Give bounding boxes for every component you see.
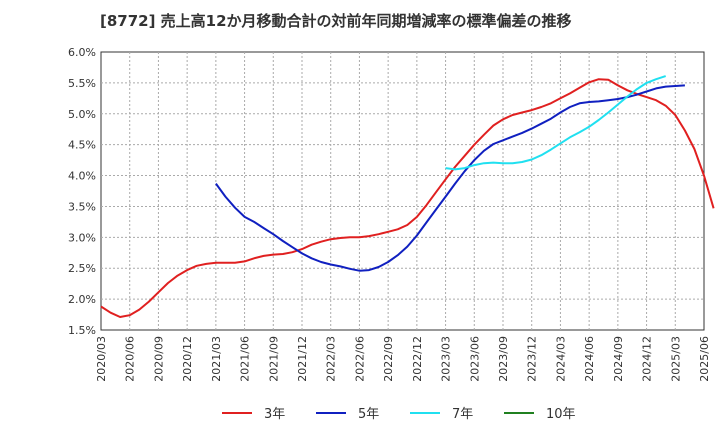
- x-tick-label: 2020/09: [152, 336, 165, 382]
- x-tick-label: 2024/03: [554, 336, 567, 382]
- legend-label-3: 10年: [546, 407, 576, 422]
- x-tick-label: 2022/03: [325, 336, 338, 382]
- series-line-0: [100, 78, 715, 318]
- x-tick-label: 2022/06: [353, 336, 366, 382]
- x-tick-label: 2020/03: [95, 336, 108, 382]
- legend-label-2: 7年: [452, 407, 473, 422]
- x-tick-label: 2023/03: [440, 336, 453, 382]
- x-tick-label: 2020/12: [181, 336, 194, 382]
- y-tick-label: 3.0%: [68, 231, 96, 244]
- series-line-1: [215, 84, 685, 272]
- x-tick-label: 2025/03: [669, 336, 682, 382]
- x-tick-label: 2020/06: [124, 336, 137, 382]
- x-tick-label: 2024/06: [583, 336, 596, 382]
- y-tick-label: 5.0%: [68, 108, 96, 121]
- y-tick-label: 3.5%: [68, 200, 96, 213]
- y-tick-label: 6.0%: [68, 46, 96, 59]
- legend-label-1: 5年: [358, 407, 379, 422]
- y-tick-label: 4.0%: [68, 170, 96, 183]
- chart-title: [8772] 売上高12か月移動合計の対前年同期増減率の標準偏差の推移: [100, 12, 572, 30]
- x-tick-label: 2023/12: [526, 336, 539, 382]
- plot-area: [100, 51, 705, 331]
- y-axis-ticks: 6.0% 5.5% 5.0% 4.5% 4.0% 3.5% 3.0% 2.5% 2.0% 1.5%: [68, 46, 96, 337]
- series-lines: [100, 75, 715, 318]
- plot-frame: [100, 51, 705, 331]
- y-tick-label: 5.5%: [68, 77, 96, 90]
- x-tick-label: 2022/12: [411, 336, 424, 382]
- x-tick-label: 2022/09: [382, 336, 395, 382]
- x-tick-label: 2021/09: [267, 336, 280, 382]
- series-line-2: [445, 75, 667, 171]
- x-tick-label: 2021/06: [239, 336, 252, 382]
- y-tick-label: 2.5%: [68, 262, 96, 275]
- x-tick-label: 2021/03: [210, 336, 223, 382]
- y-tick-label: 1.5%: [68, 324, 96, 337]
- x-tick-label: 2021/12: [296, 336, 309, 382]
- x-tick-label: 2024/12: [641, 336, 654, 382]
- gridlines: [101, 52, 704, 330]
- y-tick-label: 4.5%: [68, 139, 96, 152]
- x-tick-label: 2024/09: [612, 336, 625, 382]
- x-tick-label: 2023/06: [468, 336, 481, 382]
- x-tick-label: 2023/09: [497, 336, 510, 382]
- y-tick-label: 2.0%: [68, 293, 96, 306]
- legend-label-0: 3年: [264, 407, 285, 422]
- legend: 3年 5年 7年 10年: [222, 407, 576, 422]
- x-tick-label: 2025/06: [698, 336, 711, 382]
- x-axis-ticks: 2020/03 2020/06 2020/09 2020/12 2021/03 2021/…: [95, 336, 711, 382]
